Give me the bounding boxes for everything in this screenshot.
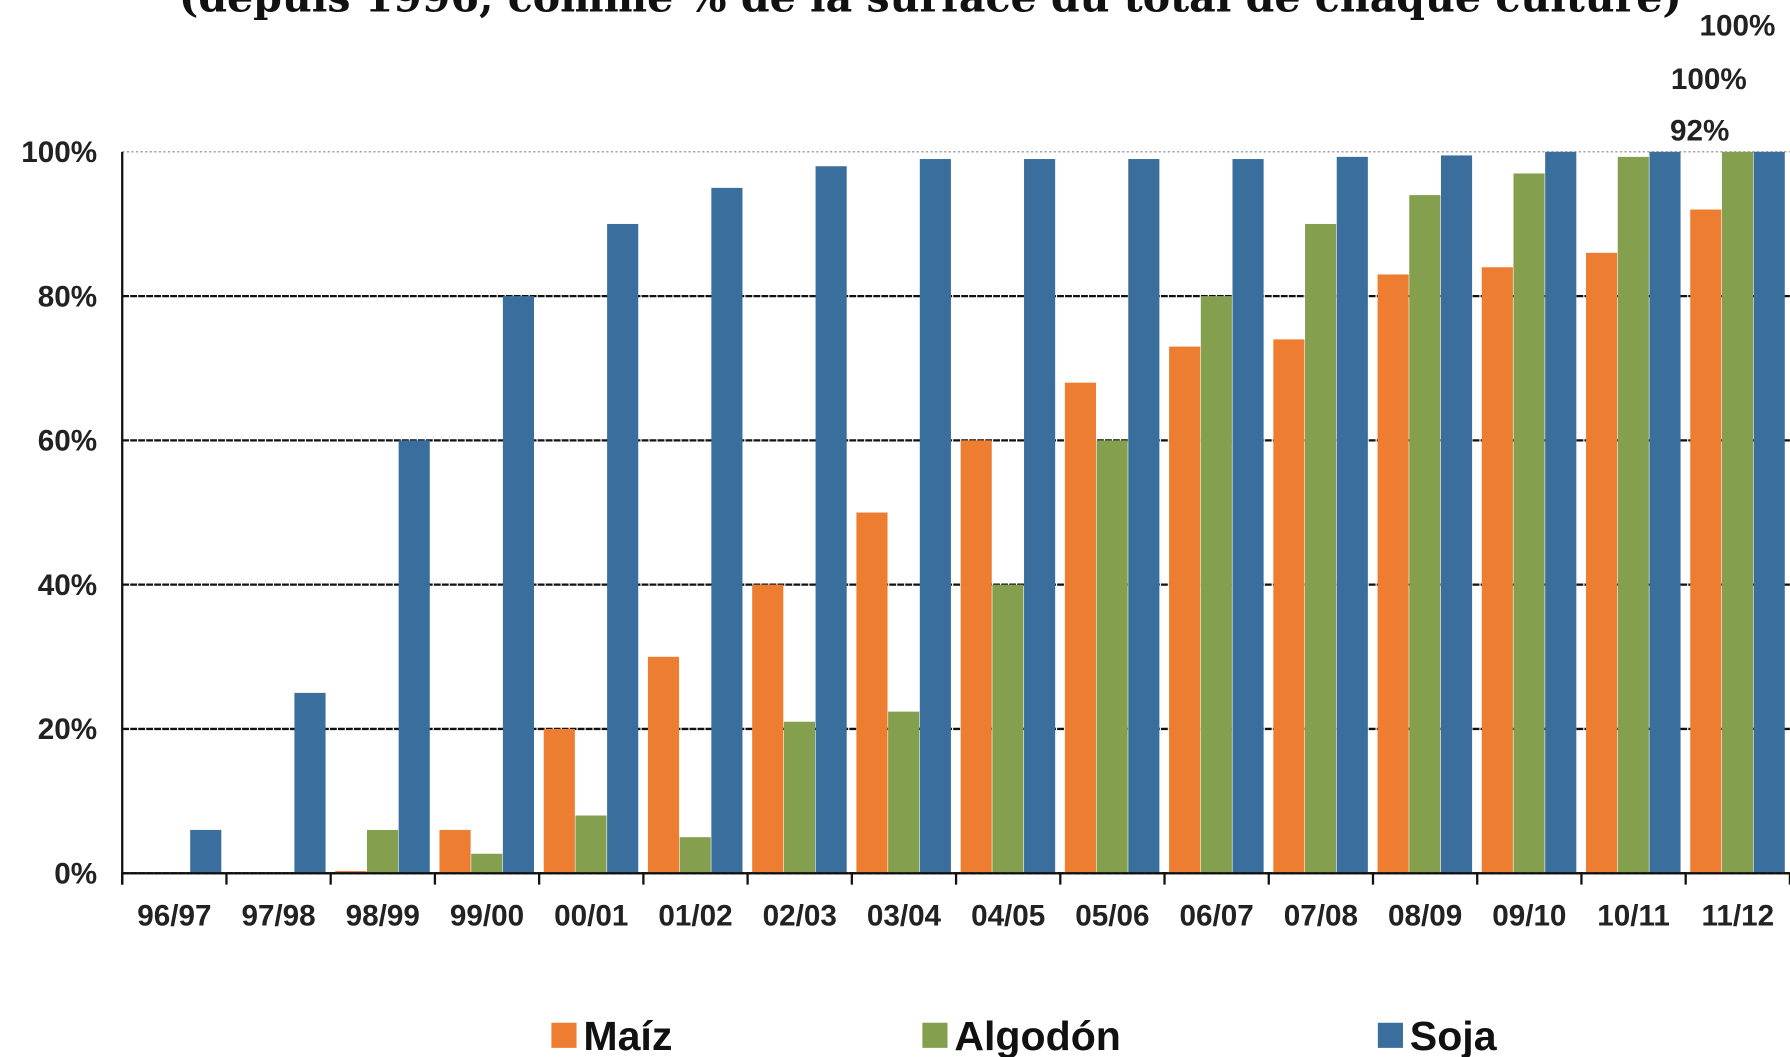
bar xyxy=(888,711,920,874)
bar xyxy=(575,815,607,874)
x-tick-label: 02/03 xyxy=(763,900,837,933)
bar xyxy=(1169,346,1201,874)
bar xyxy=(960,440,992,874)
bar xyxy=(1200,296,1232,874)
x-tick-label: 96/97 xyxy=(137,900,211,933)
y-tick-label: 100% xyxy=(21,136,97,169)
bar xyxy=(1513,173,1545,874)
bar xyxy=(752,584,784,874)
bar xyxy=(1586,252,1618,874)
bar xyxy=(1409,195,1441,874)
bar xyxy=(1545,151,1577,874)
bar xyxy=(1305,223,1337,874)
bar xyxy=(1273,339,1305,874)
chart-title: (depuis 1996, comme % de la surface du t… xyxy=(179,0,1682,21)
bar xyxy=(1753,151,1785,874)
x-tick-label: 05/06 xyxy=(1075,900,1149,933)
y-tick-label: 40% xyxy=(38,569,97,602)
x-tick-label: 99/00 xyxy=(450,900,524,933)
bar xyxy=(607,223,639,874)
annotation: 100% xyxy=(1671,63,1747,96)
x-tick-label: 00/01 xyxy=(554,900,628,933)
bar xyxy=(783,721,816,874)
bar xyxy=(502,296,535,874)
bar xyxy=(439,829,471,874)
legend-label: Soja xyxy=(1410,1013,1498,1057)
bar xyxy=(1128,159,1160,874)
y-tick-label: 60% xyxy=(38,425,97,458)
bar xyxy=(856,512,888,874)
legend-swatch xyxy=(551,1022,577,1048)
x-tick-label: 09/10 xyxy=(1492,900,1566,933)
x-tick-label: 11/12 xyxy=(1702,900,1775,933)
x-tick-label: 08/09 xyxy=(1388,900,1462,933)
bar xyxy=(815,166,847,874)
bar xyxy=(1232,159,1264,874)
bar xyxy=(1064,382,1096,874)
bar xyxy=(1096,440,1128,874)
bar xyxy=(1617,156,1649,874)
legend-swatch xyxy=(922,1022,948,1048)
y-tick-label: 20% xyxy=(38,713,97,746)
bar xyxy=(471,853,503,874)
bar xyxy=(1721,151,1754,874)
bar xyxy=(294,692,326,874)
bar xyxy=(1440,155,1473,874)
bar xyxy=(992,584,1024,874)
y-tick-label: 0% xyxy=(54,857,97,890)
bar xyxy=(1336,156,1368,874)
x-tick-label: 98/99 xyxy=(346,900,420,933)
legend-swatch xyxy=(1377,1022,1403,1048)
x-tick-label: 01/02 xyxy=(658,900,732,933)
bar xyxy=(398,440,430,874)
bar xyxy=(647,656,680,874)
x-tick-label: 10/11 xyxy=(1597,900,1670,933)
x-tick-label: 03/04 xyxy=(867,900,942,933)
bar xyxy=(1690,209,1722,874)
bar xyxy=(366,829,399,874)
y-tick-label: 80% xyxy=(38,280,97,313)
legend-label: Maíz xyxy=(583,1013,672,1057)
bar xyxy=(1377,274,1409,874)
annotation: 92% xyxy=(1670,114,1729,147)
bar xyxy=(1649,151,1681,874)
bar xyxy=(919,159,951,874)
bar xyxy=(711,187,743,874)
x-tick-label: 07/08 xyxy=(1284,900,1358,933)
x-tick-label: 97/98 xyxy=(241,900,315,933)
bar xyxy=(679,837,711,874)
legend-label: Algodón xyxy=(954,1013,1121,1057)
annotation: 100% xyxy=(1699,9,1775,42)
x-tick-label: 04/05 xyxy=(971,900,1045,933)
bar xyxy=(1024,159,1056,874)
bar xyxy=(1481,267,1513,874)
x-tick-label: 06/07 xyxy=(1180,900,1254,933)
bar xyxy=(190,829,222,874)
bar xyxy=(543,728,575,874)
